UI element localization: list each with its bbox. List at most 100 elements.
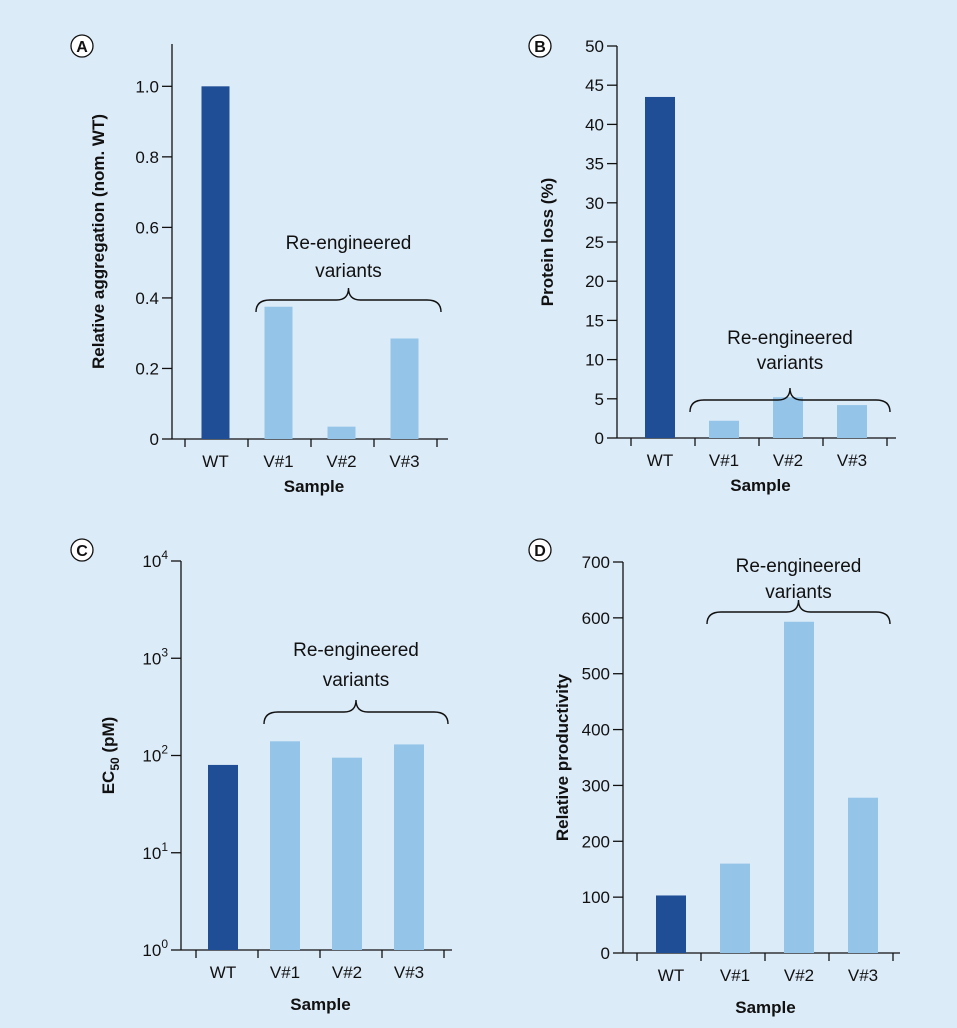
x-axis-title: Sample	[735, 998, 795, 1017]
panel-letter: C	[76, 543, 88, 560]
panel-letter: D	[534, 543, 546, 560]
y-tick-label: 102	[142, 743, 168, 766]
y-axis-title: Relative aggregation (nom. WT)	[89, 114, 108, 369]
y-tick-label: 400	[582, 721, 610, 740]
y-tick-label: 0	[601, 944, 610, 963]
bar-wt	[645, 96, 675, 439]
x-tick-label: WT	[658, 966, 684, 985]
y-tick-label: 104	[142, 548, 168, 571]
y-tick-label: 500	[582, 665, 610, 684]
y-tick-label: 10	[585, 351, 604, 370]
y-tick-label: 0.2	[135, 359, 159, 378]
y-axis-title-subscript: 50	[108, 757, 122, 771]
bracket-label-line2: variants	[315, 261, 382, 282]
x-axis-title: Sample	[284, 477, 344, 496]
x-tick-label: V#2	[332, 963, 362, 982]
bar-v2	[773, 397, 803, 438]
panel-d: D 0 100 200 300 400 500 600 700 WT V#1 V#2 V#3 Sample…	[528, 538, 900, 1017]
bar-wt	[656, 895, 686, 953]
y-axis-title: Protein loss (%)	[538, 178, 557, 306]
y-tick-label: 0.4	[135, 289, 159, 308]
y-tick-label: 100	[582, 888, 610, 907]
x-tick-label: V#3	[394, 963, 424, 982]
y-axis-title: EC50 (pM)	[99, 717, 122, 795]
x-tick-label: WT	[647, 451, 673, 470]
y-tick-label: 100	[142, 937, 168, 960]
panel-letter-circle	[70, 538, 94, 562]
bracket	[255, 287, 442, 313]
y-tick-label: 35	[585, 155, 604, 174]
y-tick-label: 103	[142, 645, 168, 668]
bar-wt	[201, 86, 230, 440]
bar-v1	[264, 306, 293, 439]
y-tick-label: 1.0	[135, 77, 159, 96]
bar-v3	[390, 338, 419, 439]
x-tick-label: V#2	[326, 452, 356, 471]
bar-v3	[394, 744, 424, 950]
bar-v3	[837, 405, 867, 438]
bar-v2	[327, 426, 356, 439]
y-tick-label: 0.8	[135, 148, 159, 167]
x-tick-label: V#1	[720, 966, 750, 985]
x-tick-label: V#3	[389, 452, 419, 471]
y-tick-label: 101	[142, 840, 168, 863]
y-tick-label: 20	[585, 272, 604, 291]
y-tick-exponent: 4	[161, 548, 168, 562]
x-tick-label: V#1	[270, 963, 300, 982]
x-tick-label: WT	[210, 963, 236, 982]
y-tick-label: 30	[585, 194, 604, 213]
y-tick-label: 0	[595, 429, 604, 448]
bracket-label-line2: variants	[757, 353, 824, 374]
bar-v3	[848, 797, 878, 953]
panel-letter: A	[76, 39, 88, 56]
y-axis-title: Relative productivity	[553, 673, 572, 841]
y-axis-title-unit: (pM)	[99, 717, 118, 758]
bracket-label-line1: Re-engineered	[727, 328, 853, 349]
y-tick-label: 50	[585, 37, 604, 56]
panel-letter: B	[534, 39, 546, 56]
bracket	[689, 387, 891, 413]
y-tick-label: 600	[582, 609, 610, 628]
bracket-label-line2: variants	[323, 670, 390, 691]
bar-v1	[709, 420, 739, 438]
y-tick-exponent: 3	[161, 645, 168, 659]
y-tick-label: 40	[585, 115, 604, 134]
y-tick-label: 300	[582, 776, 610, 795]
bar-v2	[332, 757, 362, 950]
bracket-label-line1: Re-engineered	[286, 233, 412, 254]
y-tick-label: 700	[582, 553, 610, 572]
y-tick-label: 5	[595, 390, 604, 409]
x-tick-label: V#3	[848, 966, 878, 985]
panel-letter-circle	[528, 538, 552, 562]
bracket	[706, 599, 891, 625]
y-tick-label: 45	[585, 76, 604, 95]
y-tick-exponent: 0	[161, 937, 168, 951]
y-tick-label: 0	[150, 430, 159, 449]
x-axis-title: Sample	[290, 995, 350, 1014]
x-tick-label: WT	[202, 452, 228, 471]
x-tick-label: V#1	[709, 451, 739, 470]
bracket-label-line1: Re-engineered	[736, 556, 862, 577]
bracket	[263, 699, 449, 725]
y-tick-label: 25	[585, 233, 604, 252]
panel-letter-circle	[528, 34, 552, 58]
x-tick-label: V#2	[784, 966, 814, 985]
y-tick-exponent: 2	[161, 743, 168, 757]
x-tick-label: V#1	[263, 452, 293, 471]
y-tick-label: 0.6	[135, 218, 159, 237]
x-tick-label: V#2	[773, 451, 803, 470]
panel-b: B 0 5 10 15 20 25 30 35 40 45 50 WT V#1 V#2 V#3 Sample Pr…	[528, 34, 896, 495]
x-axis-title: Sample	[730, 476, 790, 495]
bracket-label-line2: variants	[765, 582, 832, 603]
panel-letter-circle	[70, 34, 94, 58]
bracket-label-line1: Re-engineered	[293, 640, 419, 661]
bar-v1	[720, 863, 750, 953]
x-tick-label: V#3	[837, 451, 867, 470]
bar-v2	[784, 621, 814, 953]
y-tick-label: 200	[582, 832, 610, 851]
bar-v1	[270, 741, 300, 950]
bar-wt	[208, 764, 238, 950]
panel-a: A 0 0.2 0.4 0.6 0.8 1.0 WT V#1 V#2 V#3 Sample Relati…	[70, 34, 448, 496]
y-tick-exponent: 1	[161, 840, 168, 854]
